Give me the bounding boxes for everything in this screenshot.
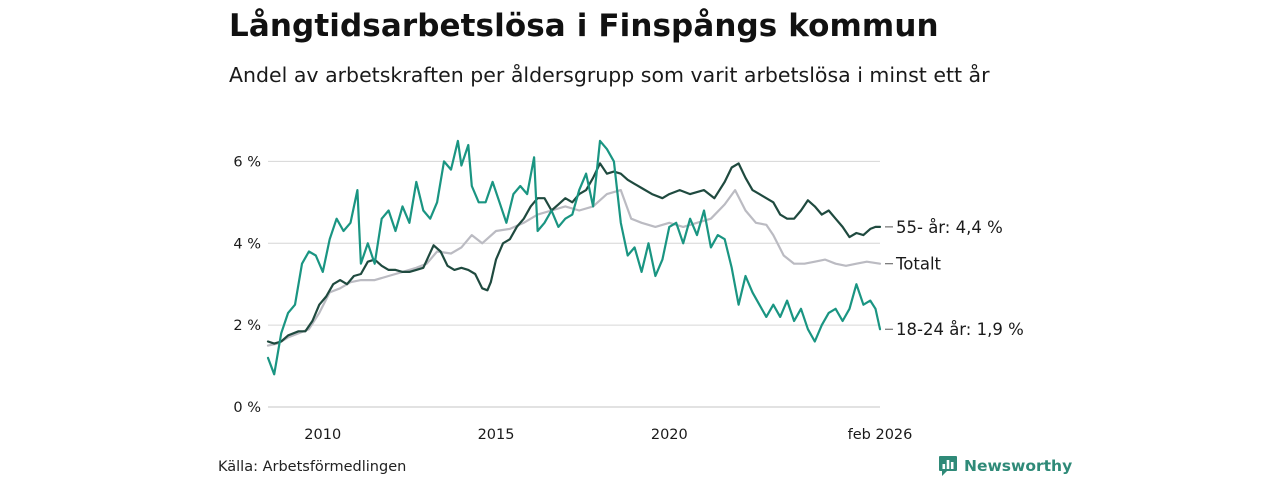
series-end-label: Totalt — [895, 255, 942, 274]
source-note: Källa: Arbetsförmedlingen — [218, 459, 407, 475]
series-line-totalt — [266, 189, 882, 347]
y-tick-label: 4 % — [233, 236, 261, 252]
y-tick-label: 0 % — [233, 400, 261, 416]
series-lines — [266, 139, 882, 376]
series-end-labels: 55- år: 4,4 % Totalt 18-24 år: 1,9 % — [885, 218, 1024, 339]
series-line-18-24-r — [266, 139, 882, 376]
x-tick-label: 2010 — [304, 427, 341, 443]
y-tick-label: 6 % — [233, 154, 261, 170]
series-end-label: 55- år: 4,4 % — [896, 218, 1003, 237]
series-end-label: 18-24 år: 1,9 % — [896, 320, 1024, 339]
x-axis-labels: 2010 2015 2020 feb 2026 — [304, 427, 912, 443]
y-axis-labels: 0 % 2 % 4 % 6 % — [233, 154, 261, 416]
chart-title: Långtidsarbetslösa i Finspångs kommun — [229, 8, 939, 44]
y-tick-label: 2 % — [233, 318, 261, 334]
series-line-55-r — [266, 162, 882, 345]
grid-lines — [268, 160, 880, 408]
bar-chart-icon — [939, 456, 957, 476]
x-tick-label: feb 2026 — [848, 427, 913, 443]
chart-subtitle: Andel av arbetskraften per åldersgrupp s… — [229, 63, 990, 87]
brand-name: Newsworthy — [964, 457, 1073, 475]
x-tick-label: 2020 — [651, 427, 688, 443]
newsworthy-logo[interactable]: Newsworthy — [938, 455, 1072, 477]
x-tick-label: 2015 — [478, 427, 515, 443]
